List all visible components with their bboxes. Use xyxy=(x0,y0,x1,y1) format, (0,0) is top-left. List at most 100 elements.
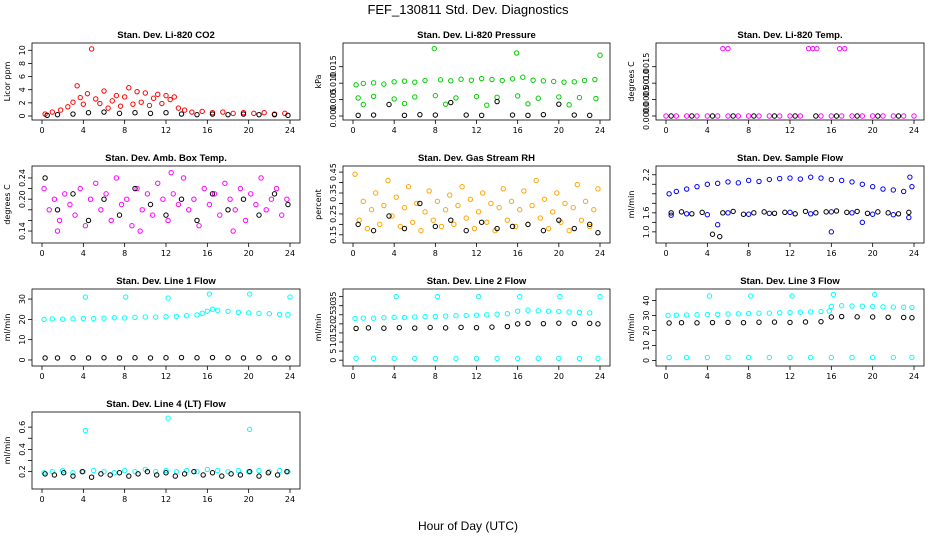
series-black xyxy=(668,208,912,240)
data-point xyxy=(101,109,107,115)
data-point xyxy=(442,325,449,331)
data-point xyxy=(818,308,824,315)
data-point xyxy=(61,470,67,476)
series-cyan xyxy=(352,293,603,362)
series-black xyxy=(668,113,902,119)
data-point xyxy=(828,113,835,119)
x-tick-label: 12 xyxy=(785,126,795,135)
data-point xyxy=(875,113,881,119)
x-tick-label: 8 xyxy=(122,372,127,381)
data-point xyxy=(276,467,283,474)
data-point xyxy=(163,467,169,474)
data-point xyxy=(355,221,361,228)
x-tick-label: 8 xyxy=(122,126,127,135)
y-tick-label: 20 xyxy=(642,325,651,335)
data-point xyxy=(160,196,166,202)
data-point xyxy=(85,217,92,224)
data-point xyxy=(256,111,262,118)
series-green xyxy=(353,45,603,108)
series-orange xyxy=(352,171,601,234)
x-tick-label: 4 xyxy=(81,126,86,135)
data-point xyxy=(155,180,161,186)
data-point xyxy=(704,113,711,119)
data-point xyxy=(42,355,48,361)
y-tick-label: 10 xyxy=(642,340,651,350)
data-point xyxy=(130,101,136,107)
y-tick-label: 0.000 xyxy=(329,105,338,128)
x-tick-label: 8 xyxy=(746,372,751,381)
data-point xyxy=(833,208,840,214)
data-point xyxy=(545,225,552,232)
data-point xyxy=(595,321,601,327)
data-point xyxy=(194,217,200,224)
data-point xyxy=(142,90,149,96)
data-point xyxy=(525,320,531,327)
data-point xyxy=(814,45,820,52)
data-point xyxy=(885,210,891,216)
y-tick-label: 40 xyxy=(642,295,651,305)
chart-panel-8: Stan. Dev. Line 2 Flow ml/min 0 4 8 12 16 20 24 0… xyxy=(314,276,611,381)
data-point xyxy=(663,113,669,119)
data-point xyxy=(494,225,500,232)
data-point xyxy=(163,470,169,476)
data-point xyxy=(113,92,120,99)
data-point xyxy=(432,112,439,118)
data-point xyxy=(591,207,597,213)
data-point xyxy=(240,355,247,361)
data-point xyxy=(494,311,500,317)
plot-frame xyxy=(655,288,925,367)
data-point xyxy=(67,201,73,208)
data-point xyxy=(859,219,866,226)
data-point xyxy=(448,217,454,223)
y-tick-label: 2 xyxy=(18,100,27,105)
data-point xyxy=(386,101,392,108)
data-point xyxy=(41,316,47,323)
data-point xyxy=(678,209,685,215)
data-point xyxy=(417,111,423,118)
data-point xyxy=(514,355,521,362)
x-tick-label: 20 xyxy=(868,126,878,135)
data-point xyxy=(714,113,721,119)
data-point xyxy=(256,212,262,218)
data-point xyxy=(540,78,547,84)
data-point xyxy=(163,314,169,320)
x-tick-label: 16 xyxy=(513,249,523,258)
data-point xyxy=(745,113,752,119)
data-point xyxy=(368,207,375,213)
y-axis-label: ml/min xyxy=(3,437,12,465)
x-tick-label: 12 xyxy=(471,372,481,381)
data-point xyxy=(124,196,130,202)
data-point xyxy=(256,467,262,474)
data-point xyxy=(88,46,95,52)
data-point xyxy=(42,175,48,181)
x-tick-label: 0 xyxy=(663,126,668,135)
series-black xyxy=(355,98,593,119)
data-point xyxy=(432,92,439,99)
data-point xyxy=(849,179,855,185)
data-point xyxy=(529,202,535,209)
panel-title: Stan. Dev. Line 2 Flow xyxy=(427,276,527,287)
data-point xyxy=(93,96,99,102)
data-point xyxy=(907,174,913,180)
data-point xyxy=(175,105,182,111)
panel-title: Stan. Dev. Li-820 CO2 xyxy=(117,30,215,41)
plot-frame xyxy=(342,165,611,244)
data-point xyxy=(256,473,262,479)
data-point xyxy=(44,112,50,119)
data-point xyxy=(909,315,915,321)
data-point xyxy=(370,93,377,99)
data-point xyxy=(70,316,76,322)
data-point xyxy=(401,100,408,107)
data-point xyxy=(204,466,211,473)
data-point xyxy=(247,426,253,433)
data-point xyxy=(849,354,855,361)
data-point xyxy=(595,230,601,236)
data-point xyxy=(412,314,418,320)
data-point xyxy=(489,324,495,330)
data-point xyxy=(484,312,490,318)
data-point xyxy=(412,94,418,100)
data-point xyxy=(463,227,469,234)
data-point xyxy=(181,471,188,477)
data-point xyxy=(745,310,752,317)
data-point xyxy=(581,77,588,84)
